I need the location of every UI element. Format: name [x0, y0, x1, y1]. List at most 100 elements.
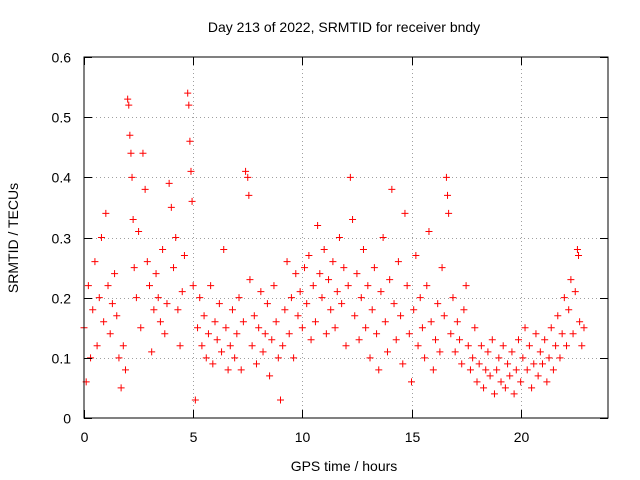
data-point: [394, 258, 402, 266]
data-point: [508, 348, 516, 356]
data-point: [373, 330, 381, 338]
data-point: [408, 378, 415, 386]
data-point: [250, 312, 258, 320]
data-point: [464, 342, 472, 350]
data-point: [545, 354, 553, 362]
data-point: [178, 288, 186, 296]
y-tick-label: 0.2: [52, 291, 72, 307]
data-point: [150, 306, 158, 314]
data-point: [370, 264, 378, 272]
data-point: [93, 342, 101, 350]
data-point: [159, 246, 167, 254]
data-point: [493, 366, 501, 374]
data-point: [176, 342, 184, 350]
data-point: [170, 264, 178, 272]
data-point: [536, 348, 544, 356]
x-axis-label: GPS time / hours: [291, 458, 398, 474]
data-point: [320, 246, 328, 254]
data-point: [129, 215, 137, 223]
data-point: [248, 342, 256, 350]
data-point: [156, 318, 164, 326]
data-point: [152, 270, 160, 278]
data-point: [477, 342, 485, 350]
data-point: [349, 215, 357, 223]
data-point: [281, 306, 289, 314]
data-point: [560, 294, 568, 302]
data-point: [180, 252, 188, 260]
x-tick-label: 10: [295, 429, 311, 445]
data-point: [410, 306, 418, 314]
data-point: [277, 396, 284, 404]
data-point: [84, 282, 92, 290]
data-point: [102, 209, 110, 217]
data-point: [386, 276, 394, 284]
y-tick-label: 0.6: [52, 50, 72, 66]
data-point: [119, 342, 127, 350]
data-point: [137, 324, 145, 332]
data-point: [401, 209, 409, 217]
y-tick-label: 0.5: [52, 110, 72, 126]
data-point: [466, 366, 474, 374]
data-point: [327, 306, 335, 314]
data-point: [399, 360, 407, 368]
data-point: [186, 137, 194, 145]
data-point: [298, 324, 306, 332]
data-point: [541, 336, 549, 344]
data-point: [436, 348, 444, 356]
data-point: [322, 330, 330, 338]
data-point: [224, 366, 232, 374]
data-point: [204, 330, 212, 338]
data-point: [519, 354, 527, 362]
data-point: [325, 276, 333, 284]
data-point: [488, 336, 496, 344]
data-point: [530, 360, 538, 368]
plot-frame: [83, 56, 609, 419]
data-point: [475, 360, 483, 368]
data-point: [161, 330, 169, 338]
data-point: [357, 294, 365, 302]
data-point: [447, 330, 455, 338]
data-point: [272, 318, 280, 326]
data-point: [301, 264, 309, 272]
data-point: [418, 324, 426, 332]
data-point: [314, 221, 322, 229]
data-point: [113, 312, 121, 320]
data-point: [207, 282, 215, 290]
data-point: [255, 324, 263, 332]
data-point: [307, 336, 315, 344]
data-point: [209, 360, 217, 368]
data-point: [283, 258, 291, 266]
data-point: [383, 348, 391, 356]
data-point: [368, 306, 376, 314]
data-point: [514, 336, 522, 344]
data-point: [444, 191, 452, 199]
data-point: [567, 276, 575, 284]
data-point: [480, 384, 488, 392]
data-point: [451, 348, 459, 356]
data-point: [187, 167, 195, 175]
data-point: [198, 342, 206, 350]
data-point: [296, 288, 304, 296]
data-point: [215, 300, 223, 308]
data-point: [429, 366, 437, 374]
data-point: [397, 312, 405, 320]
data-point: [100, 318, 108, 326]
data-point: [362, 324, 370, 332]
data-point: [189, 282, 197, 290]
data-point: [106, 330, 114, 338]
data-point: [539, 360, 546, 368]
data-point: [167, 203, 175, 211]
data-points: [80, 89, 588, 404]
data-point: [91, 258, 99, 266]
data-point: [563, 342, 571, 350]
data-point: [525, 342, 533, 350]
data-point: [434, 300, 442, 308]
data-point: [231, 354, 239, 362]
data-point: [139, 149, 147, 157]
data-point: [390, 300, 398, 308]
data-point: [268, 336, 276, 344]
data-point: [532, 330, 540, 338]
data-point: [148, 348, 156, 356]
data-point: [266, 372, 274, 380]
